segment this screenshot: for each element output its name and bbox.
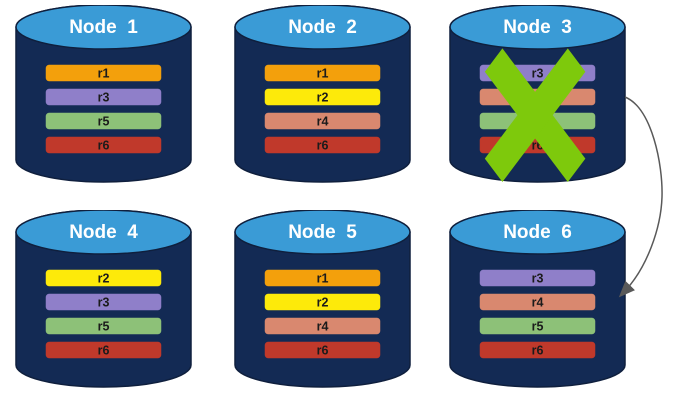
svg-text:r1: r1	[317, 272, 329, 286]
svg-text:Node 5: Node 5	[288, 222, 357, 243]
svg-text:r4: r4	[532, 296, 544, 310]
svg-text:r3: r3	[98, 91, 110, 105]
svg-text:r3: r3	[532, 272, 544, 286]
svg-text:r5: r5	[98, 320, 110, 334]
svg-text:r4: r4	[317, 115, 329, 129]
svg-text:r1: r1	[98, 67, 110, 81]
svg-text:r2: r2	[317, 91, 329, 105]
svg-text:r2: r2	[98, 272, 110, 286]
svg-text:r3: r3	[532, 67, 544, 81]
svg-text:Node 4: Node 4	[69, 222, 138, 243]
svg-text:r3: r3	[98, 296, 110, 310]
svg-text:r4: r4	[317, 320, 329, 334]
svg-text:Node 1: Node 1	[69, 17, 138, 38]
svg-text:r6: r6	[317, 344, 329, 358]
svg-text:Node 2: Node 2	[288, 17, 357, 38]
svg-text:r5: r5	[98, 115, 110, 129]
svg-text:Node 3: Node 3	[503, 17, 572, 38]
svg-text:r5: r5	[532, 320, 544, 334]
svg-text:r6: r6	[532, 344, 544, 358]
svg-text:r6: r6	[98, 344, 110, 358]
svg-text:r2: r2	[317, 296, 329, 310]
svg-text:r1: r1	[317, 67, 329, 81]
svg-text:r6: r6	[98, 139, 110, 153]
svg-text:Node 6: Node 6	[503, 222, 572, 243]
svg-text:r6: r6	[317, 139, 329, 153]
